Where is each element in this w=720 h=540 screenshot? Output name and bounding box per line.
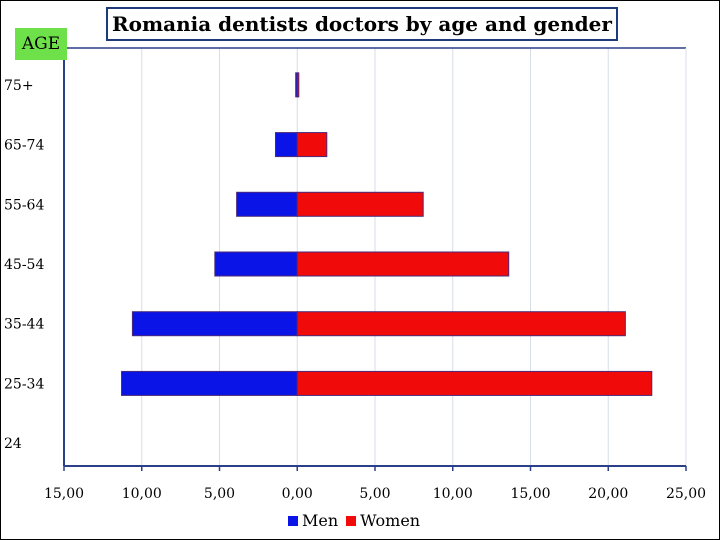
legend-label-men: Men <box>302 511 339 530</box>
y-tick-label: 24 <box>4 436 22 452</box>
x-tick-label: 10,00 <box>433 486 473 502</box>
x-tick-label: 5,00 <box>359 486 390 502</box>
legend-swatch-women <box>346 515 357 526</box>
y-tick-label: 65-74 <box>4 138 44 154</box>
bar-men-55-64 <box>236 191 298 217</box>
x-tick-label: 5,00 <box>204 486 235 502</box>
y-tick-label: 75+ <box>4 78 34 94</box>
bar-men-45-54 <box>214 251 298 277</box>
bar-women-55-64 <box>296 191 424 217</box>
bar-women-25-34 <box>296 370 653 396</box>
bar-women-65-74 <box>296 132 328 158</box>
bar-women-45-54 <box>296 251 510 277</box>
bar-men-35-44 <box>131 311 298 337</box>
y-tick-label: 55-64 <box>4 197 44 213</box>
x-tick-label: 10,00 <box>122 486 162 502</box>
x-tick-label: 25,00 <box>666 486 706 502</box>
legend-item-women: Women <box>346 511 420 530</box>
y-tick-label: 35-44 <box>4 317 44 333</box>
y-tick-label: 25-34 <box>4 376 44 392</box>
legend-label-women: Women <box>360 511 421 530</box>
x-tick-label: 15,00 <box>510 486 550 502</box>
legend-item-men: Men <box>288 511 338 530</box>
legend-swatch-men <box>288 515 298 526</box>
legend: Men Women <box>288 511 428 530</box>
y-tick-label: 45-54 <box>4 257 44 273</box>
x-tick-label: 0,00 <box>282 486 313 502</box>
bar-women-35-44 <box>296 311 626 337</box>
bar-men-65-74 <box>274 132 298 158</box>
y-axis-title: AGE <box>15 28 67 60</box>
chart-title: Romania dentists doctors by age and gend… <box>106 7 618 41</box>
bar-men-25-34 <box>121 370 298 396</box>
bar-women-75+ <box>296 72 300 98</box>
x-tick-label: 20,00 <box>588 486 628 502</box>
x-tick-label: 15,00 <box>44 486 84 502</box>
